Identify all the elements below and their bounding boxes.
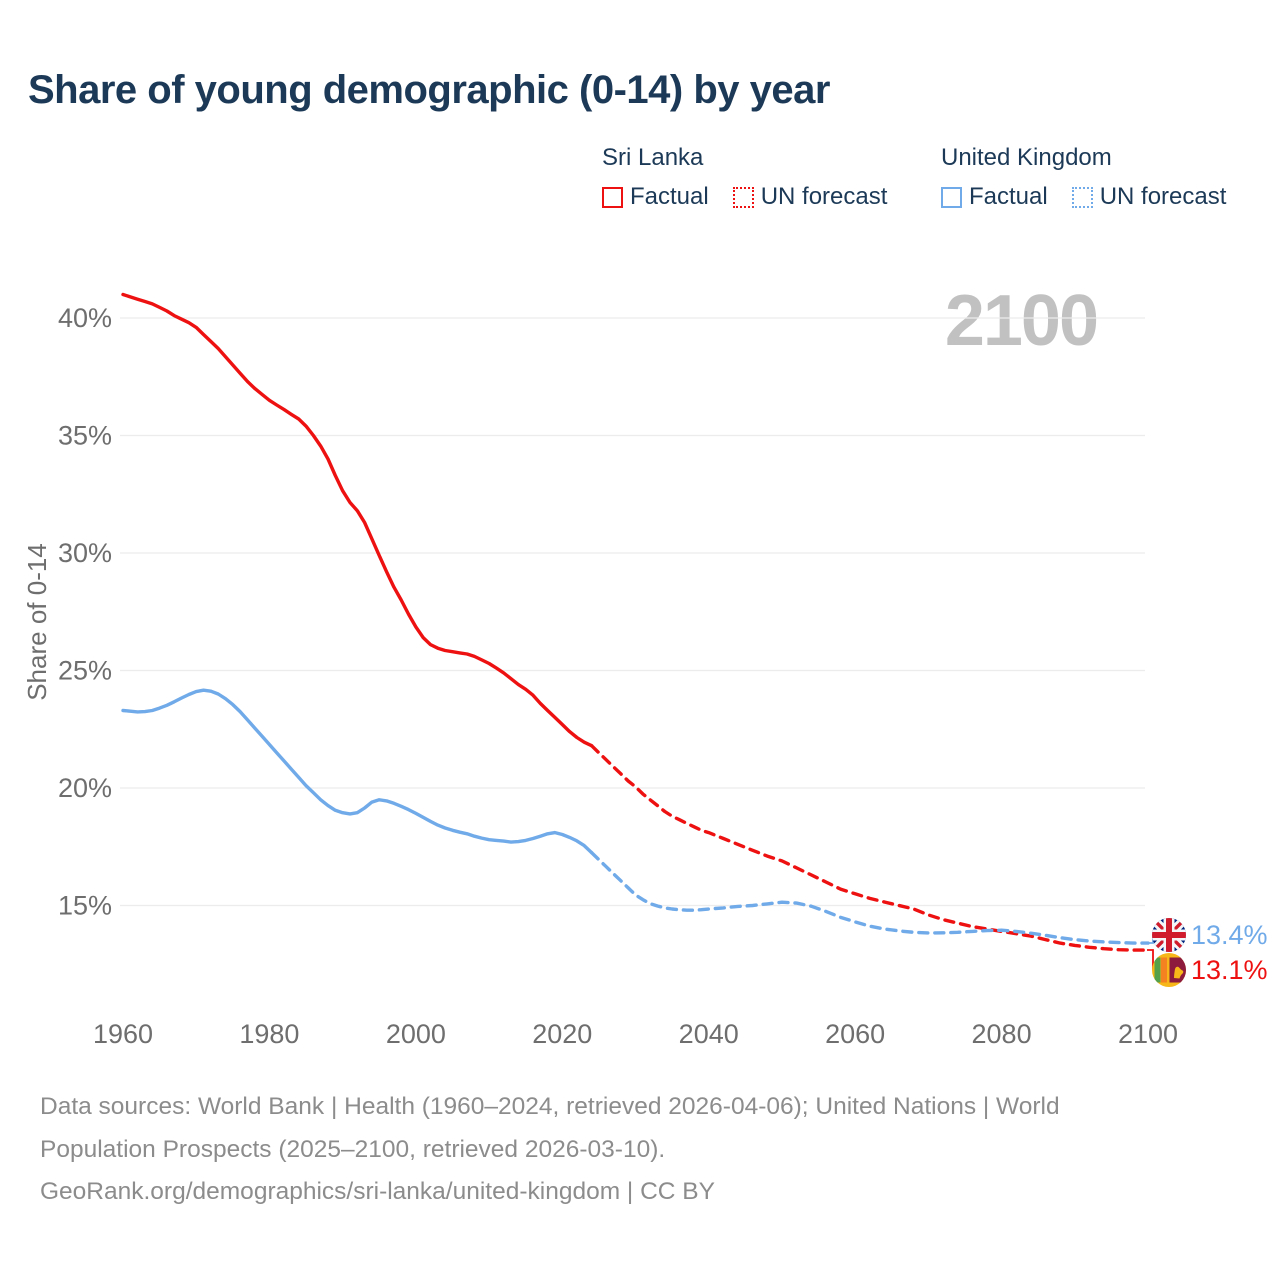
series-line-sri-lanka-un-forecast [589, 744, 1150, 952]
gridlines [120, 317, 1145, 907]
series-line-united-kingdom-un-forecast [589, 850, 1150, 945]
x-tick-label-2100: 2100 [1118, 1019, 1178, 1049]
legend-row-united-kingdom: Factual UN forecast [941, 183, 1226, 211]
footer-attribution-url: GeoRank.org/demographics/sri-lanka/unite… [40, 1178, 715, 1205]
page-title: Share of young demographic (0-14) by yea… [28, 68, 830, 112]
x-tick-label-1980: 1980 [239, 1019, 299, 1049]
y-tick-label-30: 30% [58, 538, 112, 568]
series-line-united-kingdom-factual [121, 688, 594, 855]
sri-lanka-flag-icon [1152, 953, 1186, 987]
sri-lanka-end-value-label: 13.1% [1191, 955, 1268, 985]
x-tick-label-2040: 2040 [679, 1019, 739, 1049]
footer-sources-line-1: Data sources: World Bank | Health (1960–… [40, 1093, 1060, 1120]
legend-group-united-kingdom: United Kingdom Factual UN forecast [941, 144, 1226, 211]
x-tick-label-2060: 2060 [825, 1019, 885, 1049]
legend-label: Factual [969, 183, 1048, 210]
y-tick-label-35: 35% [58, 421, 112, 451]
legend-country-sri-lanka: Sri Lanka [602, 144, 704, 171]
y-axis-title: Share of 0-14 [22, 543, 52, 701]
sri-lanka-forecast-swatch-icon [732, 186, 754, 208]
legend-country-united-kingdom: United Kingdom [941, 144, 1112, 171]
united-kingdom-forecast-swatch-icon [1071, 186, 1093, 208]
x-tick-label-2000: 2000 [386, 1019, 446, 1049]
y-tick-label-20: 20% [58, 773, 112, 803]
legend-item-sri-lanka-forecast: UN forecast [732, 183, 888, 211]
legend-label: Factual [630, 183, 709, 210]
x-tick-labels: 1960 1980 2000 2020 2040 2060 2080 2100 [93, 1019, 1178, 1049]
legend-group-sri-lanka: Sri Lanka Factual UN forecast [602, 144, 887, 211]
footer-sources-line-2: Population Prospects (2025–2100, retriev… [40, 1135, 666, 1163]
legend-label: UN forecast [1099, 183, 1227, 210]
united-kingdom-flag-icon [1152, 918, 1186, 952]
x-tick-label-2020: 2020 [532, 1019, 592, 1049]
y-tick-label-40: 40% [58, 303, 112, 333]
legend-item-sri-lanka-factual: Factual [602, 183, 709, 211]
legend-item-united-kingdom-factual: Factual [941, 183, 1048, 211]
uk-end-value-label: 13.4% [1191, 920, 1268, 950]
chart-watermark: 2100 [945, 281, 1097, 361]
x-tick-label-2080: 2080 [972, 1019, 1032, 1049]
series-lines [121, 292, 1150, 952]
series-line-sri-lanka-factual [121, 292, 594, 748]
y-tick-label-25: 25% [58, 656, 112, 686]
sri-lanka-factual-swatch-icon [602, 186, 623, 208]
united-kingdom-factual-swatch-icon [941, 186, 962, 208]
y-tick-label-15: 15% [58, 891, 112, 921]
legend-row-sri-lanka: Factual UN forecast [602, 183, 887, 211]
y-tick-labels: 40% 35% 30% 25% 20% 15% [58, 303, 112, 921]
footer: Data sources: World Bank | Health (1960–… [40, 1086, 1060, 1214]
legend-label: UN forecast [760, 183, 888, 210]
legend-item-united-kingdom-forecast: UN forecast [1071, 183, 1227, 211]
x-tick-label-1960: 1960 [93, 1019, 153, 1049]
